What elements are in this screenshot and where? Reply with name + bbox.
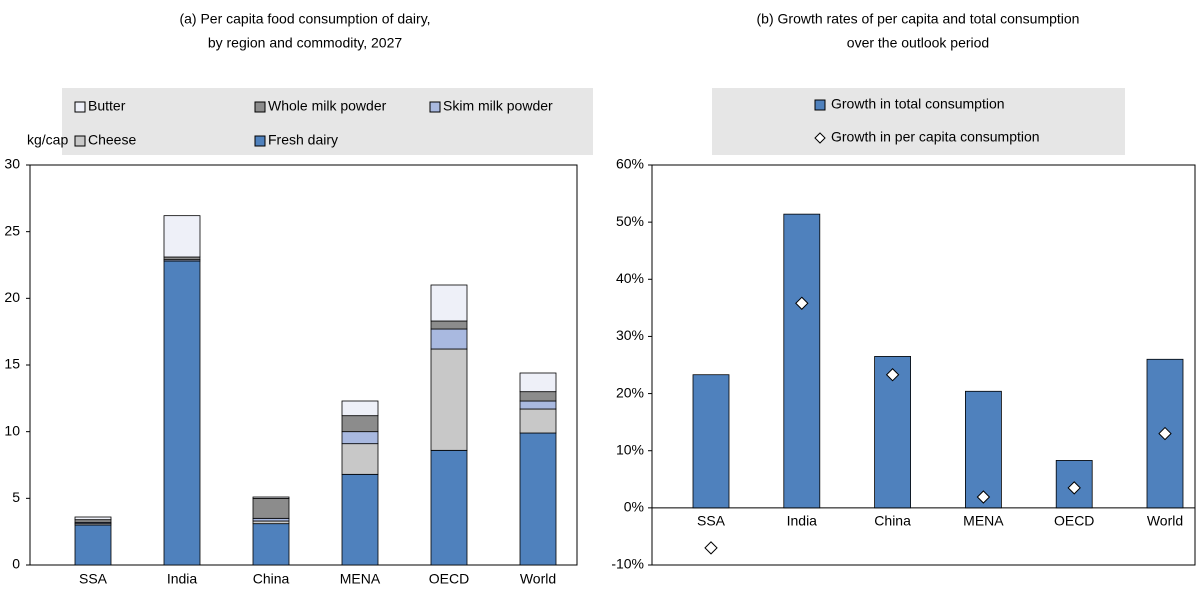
y-tick-label: 20 [4, 289, 20, 305]
y-tick-label: -10% [611, 556, 644, 572]
legend-label: Growth in per capita consumption [831, 129, 1040, 145]
y-tick-label: 10 [4, 422, 20, 438]
bar [965, 390, 1002, 509]
marker [976, 490, 991, 504]
legend-label: Fresh dairy [268, 132, 338, 148]
bar-segment [341, 431, 379, 445]
legend-label: Cheese [88, 132, 136, 148]
bar-segment [341, 473, 379, 566]
y-tick-label: 60% [616, 156, 644, 172]
x-tick-label: SSA [697, 513, 726, 529]
bar [783, 213, 821, 509]
bar-segment [430, 320, 468, 330]
legend-swatch [254, 135, 266, 147]
marker [704, 541, 718, 555]
chart-title: (b) Growth rates of per capita and total… [757, 11, 1080, 27]
bar-segment [341, 415, 379, 433]
y-tick-label: 15 [4, 356, 20, 372]
y-tick-label: 25 [4, 222, 20, 238]
x-tick-label: China [874, 513, 911, 529]
bar [874, 356, 911, 509]
chart-title: over the outlook period [847, 35, 989, 51]
x-tick-label: SSA [79, 571, 108, 587]
chart-title: by region and commodity, 2027 [208, 35, 403, 51]
bar-segment [252, 496, 290, 499]
y-tick-label: 10% [616, 441, 644, 457]
bar-segment [252, 523, 290, 566]
y-tick-label: 40% [616, 270, 644, 286]
legend-swatch [74, 135, 86, 147]
x-tick-label: India [787, 513, 818, 529]
bar-segment [341, 443, 379, 475]
legend-label: Whole milk powder [268, 98, 387, 114]
legend-label: Growth in total consumption [831, 96, 1005, 112]
y-tick-label: 0 [12, 556, 20, 572]
bar-segment [252, 497, 290, 519]
bar-segment [74, 519, 112, 523]
x-tick-label: China [253, 571, 290, 587]
bar-segment [430, 284, 468, 322]
y-axis-label: kg/cap [27, 132, 68, 148]
legend-label: Skim milk powder [443, 98, 553, 114]
x-tick-label: World [1147, 513, 1183, 529]
bar-segment [519, 408, 557, 434]
bar-segment [519, 391, 557, 402]
y-tick-label: 30 [4, 156, 20, 172]
legend-marker [814, 132, 826, 144]
bar-segment [519, 400, 557, 410]
x-tick-label: World [520, 571, 556, 587]
x-tick-label: MENA [963, 513, 1004, 529]
y-tick-label: 5 [12, 489, 20, 505]
y-tick-label: 20% [616, 384, 644, 400]
marker [885, 368, 900, 382]
y-tick-label: 0% [624, 499, 644, 515]
y-tick-label: 50% [616, 213, 644, 229]
bar-segment [430, 348, 468, 451]
x-tick-label: OECD [429, 571, 469, 587]
marker [795, 296, 809, 310]
legend-swatch [814, 99, 826, 111]
legend-box [62, 88, 593, 155]
x-tick-label: OECD [1054, 513, 1094, 529]
bar-segment [163, 215, 201, 258]
legend-swatch [254, 101, 266, 113]
marker [1067, 481, 1081, 495]
bar-segment [252, 520, 290, 525]
legend-box [712, 88, 1125, 155]
legend-swatch [429, 101, 441, 113]
bar-segment [430, 449, 468, 566]
bar-segment [430, 328, 468, 350]
bar [692, 374, 730, 509]
bar-segment [519, 372, 557, 393]
plot-frame [651, 164, 1196, 566]
chart-title: (a) Per capita food consumption of dairy… [179, 11, 430, 27]
marker [1158, 426, 1172, 441]
x-tick-label: India [167, 571, 198, 587]
legend-label: Butter [88, 98, 126, 114]
bar-segment [519, 432, 557, 566]
legend-swatch [74, 101, 86, 113]
plot-frame [29, 164, 578, 566]
bar-segment [341, 400, 379, 417]
bar-segment [74, 524, 112, 566]
bar-segment [74, 516, 112, 521]
bar-segment [163, 260, 201, 566]
x-tick-label: MENA [340, 571, 381, 587]
y-tick-label: 30% [616, 327, 644, 343]
